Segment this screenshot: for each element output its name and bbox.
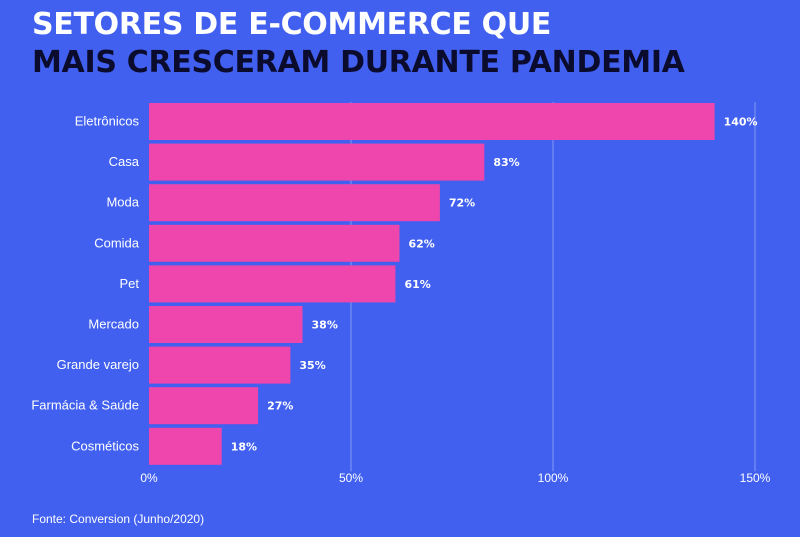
bar-8	[149, 427, 222, 465]
value-label-3: 62%	[408, 237, 434, 250]
bar-3	[149, 224, 400, 262]
bar-2	[149, 184, 440, 222]
value-label-4: 61%	[404, 278, 430, 291]
bar-4	[149, 265, 396, 303]
value-label-1: 83%	[493, 156, 519, 169]
x-tick-label-1: 50%	[339, 471, 363, 485]
value-label-8: 18%	[231, 440, 257, 453]
x-tick-label-3: 150%	[740, 471, 771, 485]
bar-5	[149, 306, 303, 343]
category-label-4: Pet	[119, 276, 139, 291]
category-label-2: Moda	[106, 195, 139, 210]
category-label-8: Cosméticos	[71, 438, 139, 453]
bar-0	[149, 103, 715, 140]
bar-7	[149, 387, 259, 425]
bar-6	[149, 346, 291, 384]
x-tick-label-2: 100%	[538, 471, 569, 485]
value-label-5: 38%	[312, 319, 338, 332]
chart-title: SETORES DE E-COMMERCE QUE MAIS CRESCERAM…	[32, 6, 685, 82]
category-label-7: Farmácia & Saúde	[31, 398, 139, 413]
value-label-7: 27%	[267, 400, 293, 413]
value-label-0: 140%	[724, 116, 758, 129]
category-label-6: Grande varejo	[57, 357, 139, 372]
value-label-6: 35%	[299, 359, 325, 372]
x-tick-label-0: 0%	[140, 471, 158, 485]
title-line-2: MAIS CRESCERAM DURANTE PANDEMIA	[32, 45, 685, 80]
category-label-3: Comida	[94, 235, 140, 250]
title-line-1: SETORES DE E-COMMERCE QUE	[32, 7, 552, 42]
value-label-2: 72%	[449, 197, 475, 210]
source-note: Fonte: Conversion (Junho/2020)	[32, 512, 205, 526]
category-label-5: Mercado	[88, 317, 139, 332]
category-label-0: Eletrônicos	[75, 114, 140, 129]
bar-1	[149, 143, 485, 181]
category-label-1: Casa	[109, 154, 140, 169]
